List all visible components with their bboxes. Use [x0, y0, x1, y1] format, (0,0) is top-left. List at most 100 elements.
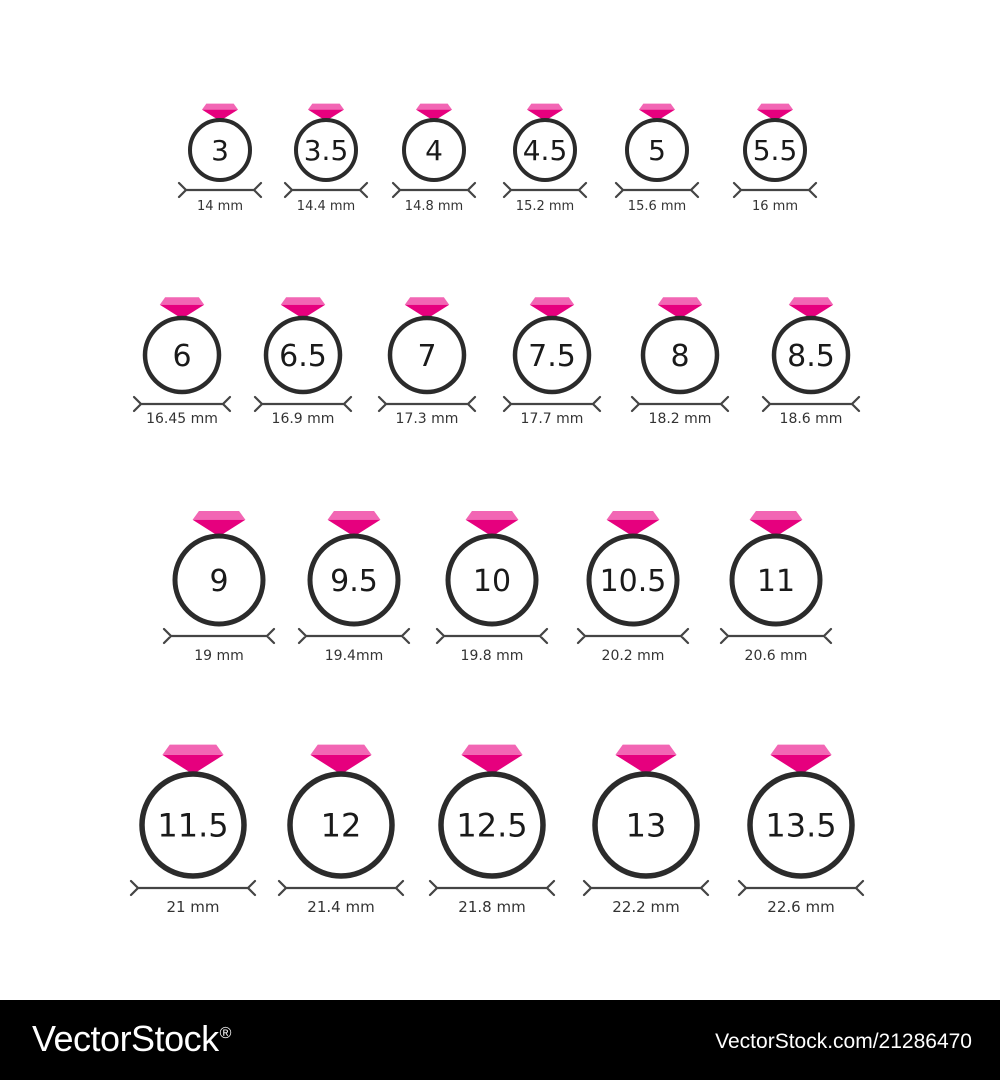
ring-band-icon: [142, 315, 222, 395]
ring-size-label: 12: [321, 807, 362, 845]
diameter-mm-label: 22.2 mm: [612, 898, 679, 916]
gem-crown-icon: [657, 297, 703, 305]
ring-size-item: 8 18.2 mm: [630, 297, 730, 427]
gem-crown-icon: [606, 510, 660, 520]
diameter-mm-label: 16.9 mm: [272, 411, 335, 427]
ring-size-item: 9.5 19.4mm: [297, 510, 411, 664]
ring-size-label: 4: [425, 134, 443, 167]
diameter-mm-label: 15.6 mm: [628, 199, 686, 214]
ring-size-item: 8.5 18.6 mm: [761, 297, 861, 427]
diameter-mm-label: 19.8 mm: [461, 648, 524, 664]
diameter-mm-label: 17.7 mm: [521, 411, 584, 427]
caliper-arrow-icon: [576, 627, 690, 645]
brand-text: VectorStock: [32, 1018, 219, 1059]
gem-crown-icon: [639, 103, 675, 110]
ring-band-icon: [387, 315, 467, 395]
ring-size-label: 9.5: [330, 564, 378, 599]
caliper-arrow-icon: [377, 395, 477, 413]
gem-crown-icon: [461, 744, 523, 755]
gem-crown-icon: [192, 510, 246, 520]
footer-bar: VectorStock® VectorStock.com/21286470: [0, 1000, 1000, 1080]
diameter-mm-label: 14 mm: [197, 199, 243, 214]
ring-band-icon: [139, 771, 247, 879]
ring-size-item: 11 20.6 mm: [719, 510, 833, 664]
gem-pavilion-icon: [527, 109, 563, 121]
gem-crown-icon: [308, 103, 344, 110]
ring-band-icon: [438, 771, 546, 879]
ring-band-icon: [307, 533, 401, 627]
caliper-arrow-icon: [614, 181, 700, 199]
gem-crown-icon: [202, 103, 238, 110]
ring-band-icon: [445, 533, 539, 627]
gem-crown-icon: [749, 510, 803, 520]
ring-band-icon: [513, 118, 577, 182]
gem-crown-icon: [770, 744, 832, 755]
gem-pavilion-icon: [416, 109, 452, 121]
caliper-arrow-icon: [502, 181, 588, 199]
ring-size-label: 6.5: [279, 339, 327, 374]
ring-size-label: 4.5: [523, 134, 568, 167]
diameter-mm-label: 15.2 mm: [516, 199, 574, 214]
caliper-arrow-icon: [732, 181, 818, 199]
ring-band-icon: [512, 315, 592, 395]
caliper-arrow-icon: [162, 627, 276, 645]
gem-pavilion-icon: [159, 304, 205, 319]
diameter-mm-label: 20.2 mm: [602, 648, 665, 664]
caliper-arrow-icon: [582, 879, 710, 897]
ring-size-label: 10: [473, 564, 511, 599]
gem-crown-icon: [310, 744, 372, 755]
gem-crown-icon: [327, 510, 381, 520]
diameter-mm-label: 16 mm: [752, 199, 798, 214]
image-id: VectorStock.com/21286470: [715, 1030, 972, 1053]
ring-size-label: 12.5: [456, 807, 527, 845]
diameter-mm-label: 19.4mm: [325, 648, 383, 664]
gem-pavilion-icon: [749, 519, 803, 537]
ring-size-item: 7.5 17.7 mm: [502, 297, 602, 427]
caliper-arrow-icon: [283, 181, 369, 199]
ring-size-item: 10.5 20.2 mm: [576, 510, 690, 664]
ring-band-icon: [771, 315, 851, 395]
ring-size-item: 3.5 14.4 mm: [283, 103, 369, 214]
caliper-arrow-icon: [253, 395, 353, 413]
diameter-mm-label: 14.4 mm: [297, 199, 355, 214]
gem-crown-icon: [465, 510, 519, 520]
ring-size-label: 11.5: [157, 807, 228, 845]
ring-size-item: 9 19 mm: [162, 510, 276, 664]
gem-pavilion-icon: [310, 754, 372, 775]
gem-crown-icon: [757, 103, 793, 110]
ring-size-item: 4 14.8 mm: [391, 103, 477, 214]
caliper-arrow-icon: [428, 879, 556, 897]
ring-band-icon: [747, 771, 855, 879]
ring-size-label: 7: [417, 339, 436, 374]
caliper-arrow-icon: [737, 879, 865, 897]
ring-size-label: 8.5: [787, 339, 835, 374]
gem-pavilion-icon: [308, 109, 344, 121]
ring-size-label: 5.5: [753, 134, 798, 167]
gem-crown-icon: [280, 297, 326, 305]
caliper-arrow-icon: [391, 181, 477, 199]
gem-pavilion-icon: [657, 304, 703, 319]
caliper-arrow-icon: [177, 181, 263, 199]
ring-size-label: 10.5: [600, 564, 667, 599]
ring-size-item: 3 14 mm: [177, 103, 263, 214]
ring-band-icon: [287, 771, 395, 879]
diameter-mm-label: 17.3 mm: [396, 411, 459, 427]
ring-size-item: 6.5 16.9 mm: [253, 297, 353, 427]
ring-band-icon: [263, 315, 343, 395]
diameter-mm-label: 19 mm: [194, 648, 244, 664]
ring-size-label: 13.5: [765, 807, 836, 845]
diameter-mm-label: 20.6 mm: [745, 648, 808, 664]
ring-size-item: 13 22.2 mm: [582, 744, 710, 916]
caliper-arrow-icon: [630, 395, 730, 413]
gem-pavilion-icon: [461, 754, 523, 775]
gem-pavilion-icon: [529, 304, 575, 319]
ring-size-label: 11: [757, 564, 795, 599]
diameter-mm-label: 21.4 mm: [307, 898, 374, 916]
caliper-arrow-icon: [719, 627, 833, 645]
ring-band-icon: [592, 771, 700, 879]
ring-band-icon: [625, 118, 689, 182]
ring-size-item: 7 17.3 mm: [377, 297, 477, 427]
caliper-arrow-icon: [132, 395, 232, 413]
gem-pavilion-icon: [192, 519, 246, 537]
diameter-mm-label: 22.6 mm: [767, 898, 834, 916]
